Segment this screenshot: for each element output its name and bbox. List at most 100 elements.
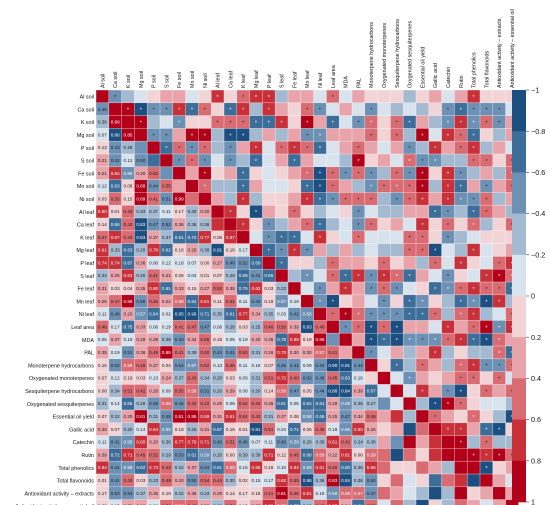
heatmap-cell: [352, 218, 366, 232]
heatmap-cell: [172, 320, 186, 334]
heatmap-cell: [121, 435, 135, 449]
significance-marker: *: [306, 249, 309, 255]
cell-value-label: 0.59: [277, 504, 286, 505]
heatmap-cell: [352, 448, 366, 462]
heatmap-cell: [211, 410, 225, 424]
cell-value-label: 0.31: [252, 350, 261, 355]
cell-value-label: 0.64: [290, 465, 299, 470]
heatmap-cell: [390, 448, 404, 462]
heatmap-cell: [352, 243, 366, 257]
heatmap-cell: [224, 230, 238, 244]
cell-value-label: 0.44: [213, 478, 222, 483]
heatmap-cell: [352, 179, 366, 193]
heatmap-cell: [224, 435, 238, 449]
heatmap-cell: [275, 410, 289, 424]
heatmap-cell: [249, 154, 263, 168]
heatmap-cell: [416, 115, 430, 129]
cell-value-label: 0.62: [277, 478, 286, 483]
heatmap-cell: [339, 320, 353, 334]
heatmap-cell: [390, 230, 404, 244]
heatmap-cell: [236, 333, 250, 347]
significance-marker: *: [396, 133, 399, 139]
heatmap-cell: [262, 499, 276, 505]
heatmap-cell: [198, 499, 212, 505]
cell-value-label: 0.59: [367, 452, 376, 457]
heatmap-cell: [288, 371, 302, 385]
heatmap-cell: [416, 141, 430, 155]
cell-value-label: 0.01: [239, 427, 248, 432]
heatmap-cell: [224, 410, 238, 424]
heatmap-cell: [288, 461, 302, 475]
heatmap-cell: [454, 243, 468, 257]
significance-marker: *: [204, 185, 207, 191]
cell-value-label: 0.22: [162, 299, 171, 304]
heatmap-cell: [416, 384, 430, 398]
heatmap-cell: [300, 384, 314, 398]
heatmap-cell: [326, 205, 340, 219]
significance-marker: *: [319, 300, 322, 306]
heatmap-cell: [160, 218, 174, 232]
heatmap-cell: [480, 474, 494, 488]
heatmap-cell: [249, 474, 263, 488]
heatmap-cell: [364, 282, 378, 296]
heatmap-cell: [262, 422, 276, 436]
heatmap-cell: [326, 115, 340, 129]
heatmap-cell: [288, 333, 302, 347]
colorbar-segment: [512, 296, 526, 338]
cell-value-label: 0.51: [226, 299, 235, 304]
significance-marker: *: [319, 108, 322, 114]
significance-marker: *: [460, 377, 463, 383]
heatmap-cell: [160, 166, 174, 180]
row-label: Ca leaf: [77, 223, 95, 229]
cell-value-label: 0.55: [175, 388, 184, 393]
heatmap-cell: [198, 435, 212, 449]
significance-marker: *: [293, 236, 296, 242]
heatmap-cell: [288, 218, 302, 232]
heatmap-cell: [249, 230, 263, 244]
cell-value-label: 0.35: [149, 491, 158, 496]
cell-value-label: 0.50: [277, 324, 286, 329]
heatmap-cell: [441, 435, 455, 449]
heatmap-cell: [454, 474, 468, 488]
significance-marker: *: [473, 223, 476, 229]
heatmap-cell: [262, 410, 276, 424]
significance-marker: *: [319, 236, 322, 242]
heatmap-cell: [211, 179, 225, 193]
heatmap-cell: [147, 397, 161, 411]
heatmap-cell: [134, 230, 148, 244]
heatmap-cell: [441, 269, 455, 283]
heatmap-cell: [288, 307, 302, 321]
cell-value-label: 0.35: [226, 286, 235, 291]
heatmap-cell: [416, 448, 430, 462]
heatmap-cell: [198, 448, 212, 462]
heatmap-cell: [224, 141, 238, 155]
cell-value-label: 0.05: [98, 337, 107, 342]
heatmap-cell: [428, 333, 442, 347]
heatmap-cell: [121, 90, 135, 104]
cell-value-label: 0.37: [162, 235, 171, 240]
significance-marker: *: [473, 159, 476, 165]
heatmap-cell: [121, 307, 135, 321]
cell-value-label: 0.41: [149, 196, 158, 201]
cell-value-label: 0.55: [136, 299, 145, 304]
heatmap-cell: [416, 102, 430, 116]
heatmap-cell: [211, 192, 225, 206]
cell-value-label: 0.42: [200, 401, 209, 406]
significance-marker: *: [281, 249, 284, 255]
cell-value-label: 0.72: [111, 452, 120, 457]
cell-value-label: 0.41: [328, 350, 337, 355]
row-label: Mg leaf: [76, 248, 94, 254]
cell-value-label: 0.19: [111, 350, 120, 355]
heatmap-cell: [275, 320, 289, 334]
heatmap-cell: [185, 307, 199, 321]
significance-marker: *: [473, 338, 476, 344]
cell-value-label: 0.37: [149, 209, 158, 214]
heatmap-cell: [441, 333, 455, 347]
cell-value-label: 0.42: [290, 312, 299, 317]
significance-marker: *: [383, 274, 386, 280]
heatmap-cell: [416, 282, 430, 296]
significance-marker: *: [421, 159, 424, 165]
heatmap-cell: [185, 166, 199, 180]
heatmap-cell: [454, 410, 468, 424]
heatmap-cell: [236, 410, 250, 424]
